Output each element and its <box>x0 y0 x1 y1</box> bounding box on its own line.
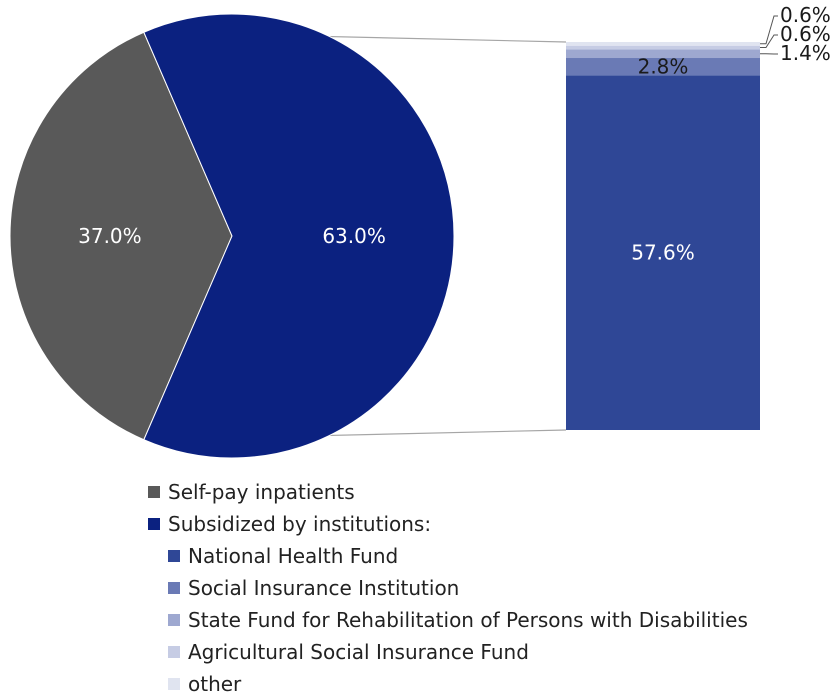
legend-label: National Health Fund <box>188 544 398 568</box>
legend-label: Social Insurance Institution <box>188 576 459 600</box>
legend-swatch <box>168 678 180 690</box>
bar-segment-other <box>566 42 760 46</box>
leader-line-agricultural-social-insurance-fund <box>760 35 778 48</box>
legend-item-self-pay-inpatients: Self-pay inpatients <box>148 480 355 504</box>
legend-swatch <box>168 646 180 658</box>
legend-item-state-fund-for-rehabilitation-of-persons-with-disabilities: State Fund for Rehabilitation of Persons… <box>168 608 748 632</box>
legend-swatch <box>148 518 160 530</box>
legend-swatch <box>168 550 180 562</box>
legend-label: other <box>188 672 241 696</box>
pie-of-bar-chart: 37.0%63.0%57.6%2.8%1.4%0.6%0.6% <box>0 0 840 470</box>
legend-item-national-health-fund: National Health Fund <box>168 544 398 568</box>
legend-item-other: other <box>168 672 241 696</box>
bar-label-other: 0.6% <box>780 3 831 27</box>
legend-label: Self-pay inpatients <box>168 480 355 504</box>
legend-swatch <box>148 486 160 498</box>
legend-label: State Fund for Rehabilitation of Persons… <box>188 608 748 632</box>
bar-label-national-health-fund: 57.6% <box>631 241 695 265</box>
pie-label-subsidized-by-institutions: 63.0% <box>322 224 386 248</box>
legend-item-social-insurance-institution: Social Insurance Institution <box>168 576 459 600</box>
pie-label-self-pay-inpatients: 37.0% <box>78 224 142 248</box>
legend-swatch <box>168 582 180 594</box>
legend-item-subsidized-by-institutions: Subsidized by institutions: <box>148 512 431 536</box>
leader-line-other <box>760 16 778 44</box>
bar-segment-agricultural-social-insurance-fund <box>566 46 760 50</box>
chart-legend: Self-pay inpatients Subsidized by institu… <box>0 480 840 695</box>
legend-item-agricultural-social-insurance-fund: Agricultural Social Insurance Fund <box>168 640 529 664</box>
legend-swatch <box>168 614 180 626</box>
bar-label-social-insurance-institution: 2.8% <box>638 55 689 79</box>
legend-label: Agricultural Social Insurance Fund <box>188 640 529 664</box>
legend-label: Subsidized by institutions: <box>168 512 431 536</box>
